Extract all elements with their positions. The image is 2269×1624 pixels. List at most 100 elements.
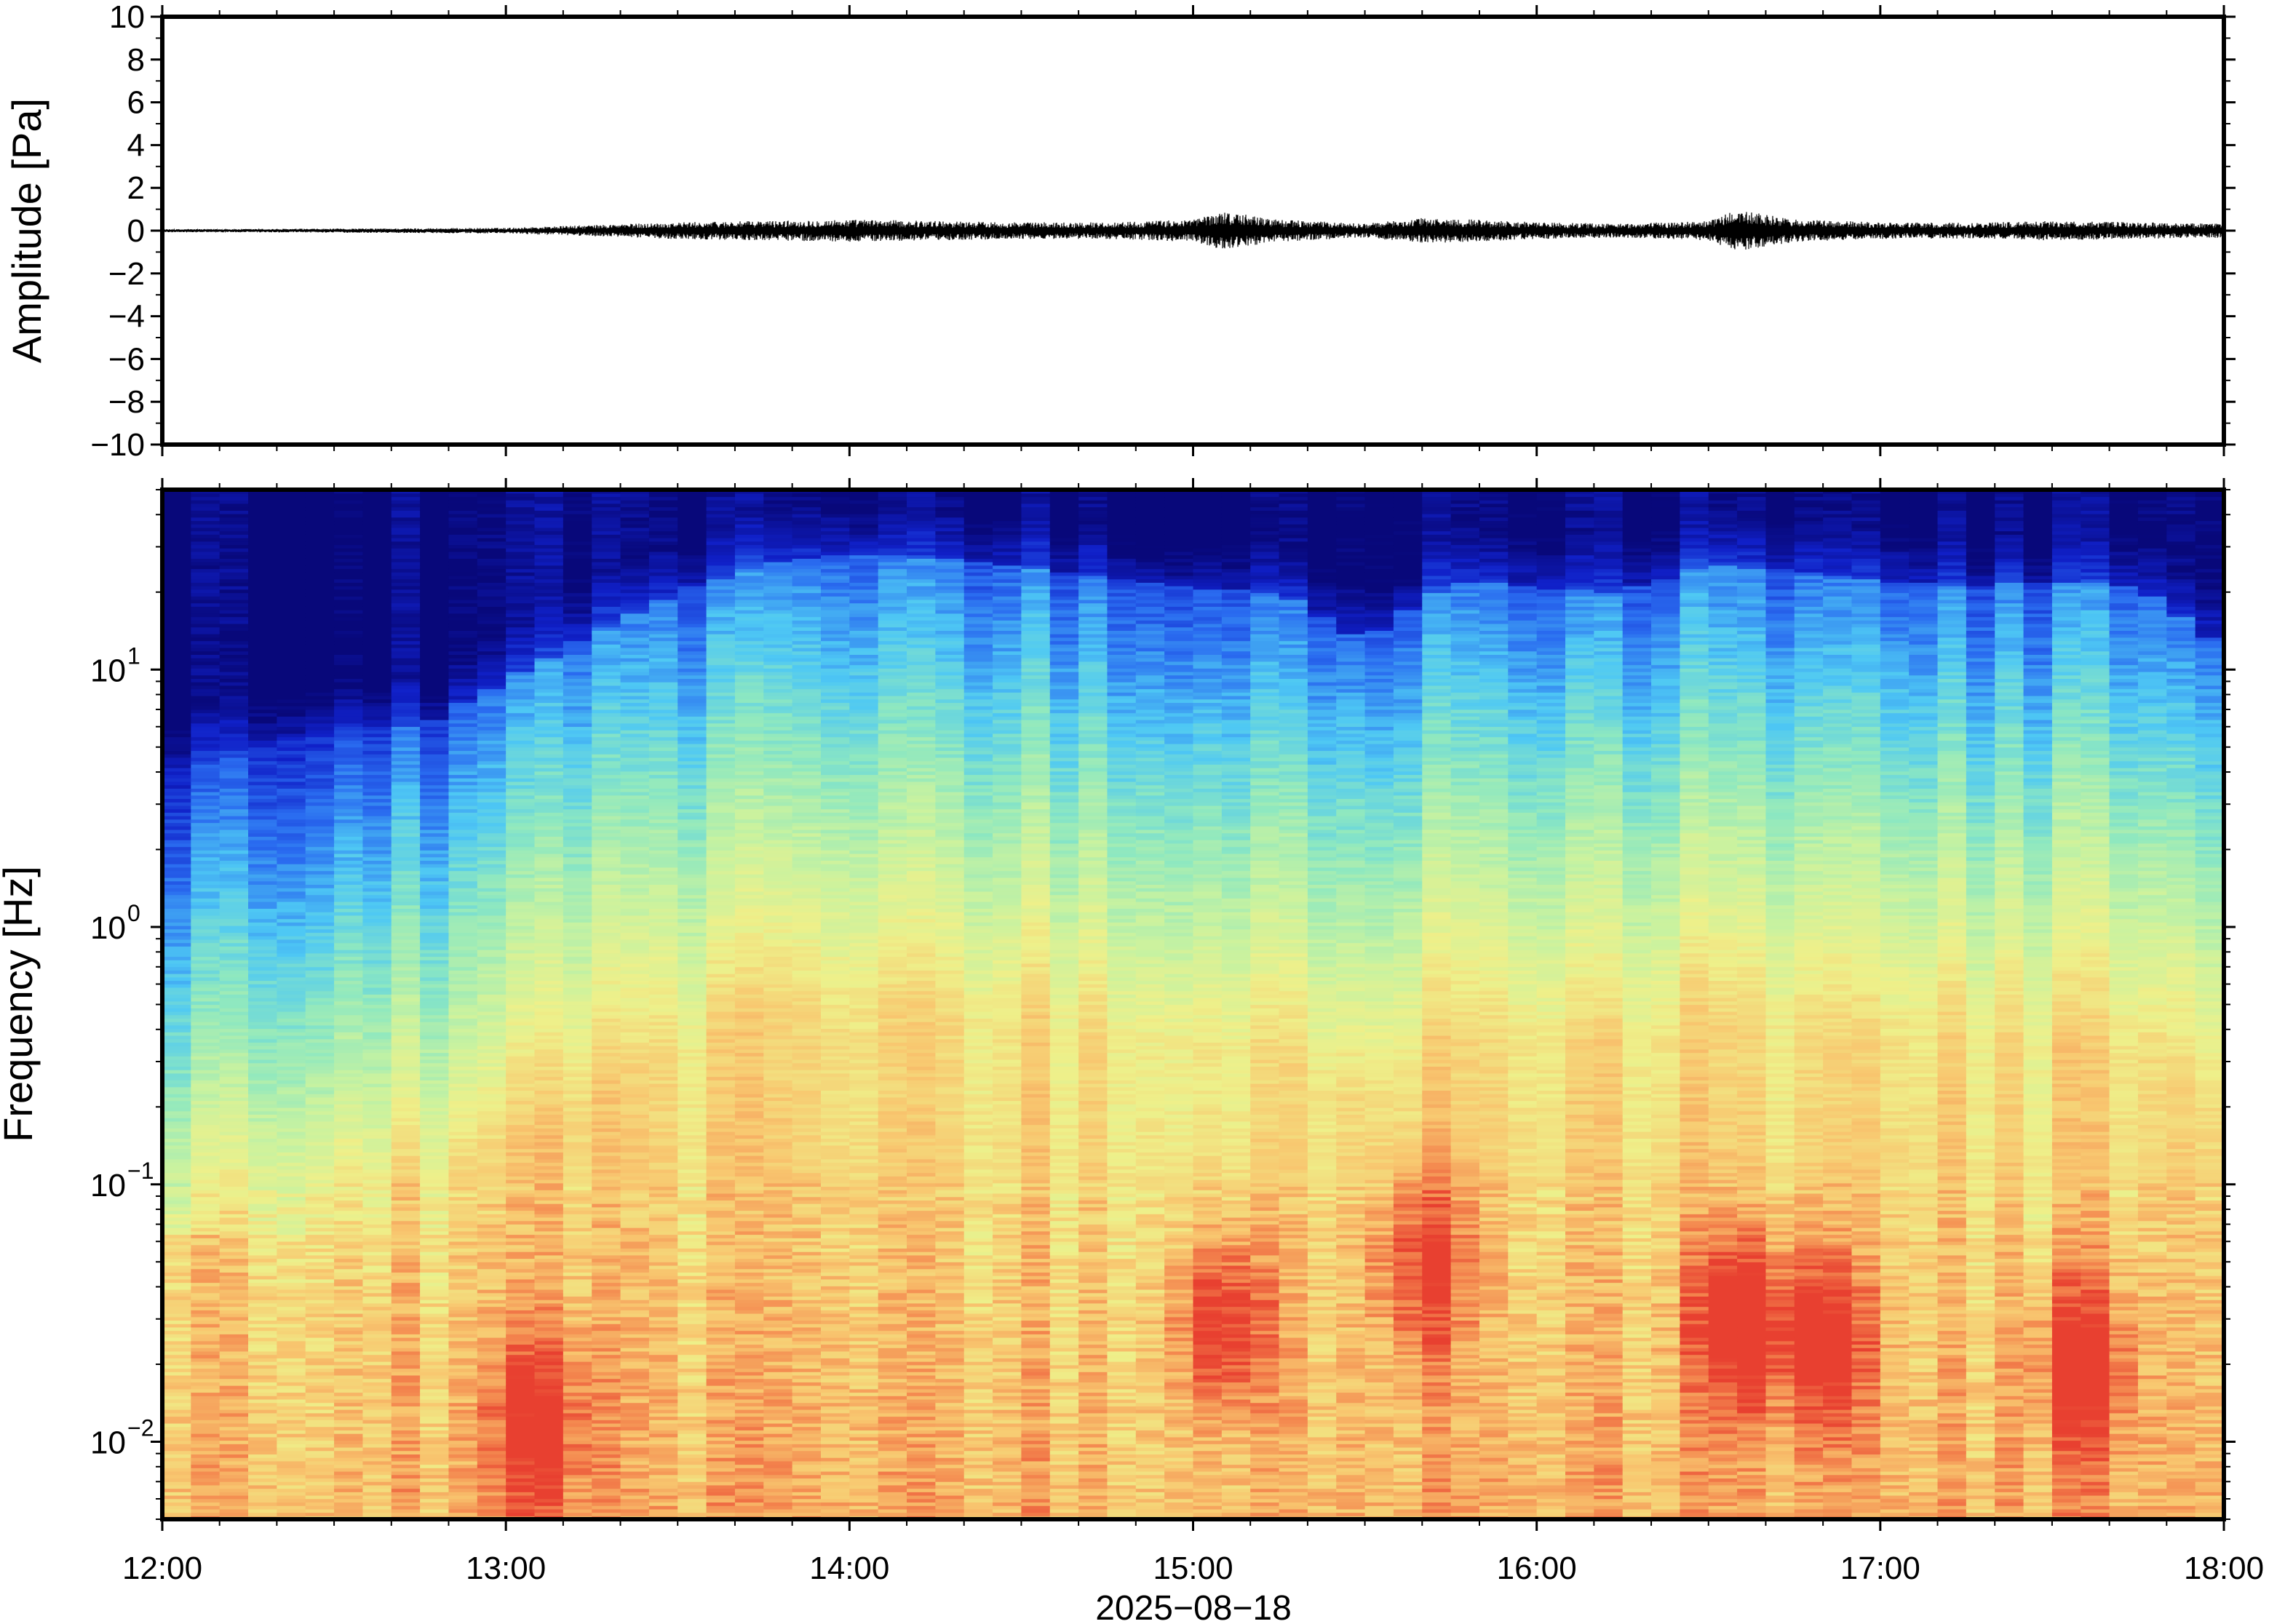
- spectrogram-cell: [334, 1080, 364, 1084]
- spectrogram-cell: [391, 1042, 421, 1046]
- spectrogram-cell: [362, 950, 392, 954]
- spectrogram-cell: [448, 702, 478, 706]
- spectrogram-cell: [420, 696, 450, 700]
- spectrogram-cell: [592, 1450, 621, 1454]
- spectrogram-cell: [191, 634, 220, 638]
- spectrogram-cell: [534, 644, 564, 648]
- spectrogram-cell: [219, 812, 249, 816]
- spectrogram-cell: [506, 1052, 536, 1056]
- spectrogram-cell: [563, 524, 592, 528]
- spectrogram-cell: [305, 554, 335, 559]
- spectrogram-cell: [420, 1128, 450, 1132]
- spectrogram-cell: [477, 1008, 506, 1012]
- spectrogram-cell: [506, 1014, 536, 1019]
- spectrogram-cell: [191, 754, 220, 758]
- spectrogram-cell: [563, 682, 592, 686]
- spectrogram-cell: [305, 664, 335, 669]
- spectrogram-cell: [362, 661, 392, 666]
- spectrogram-cell: [162, 1238, 191, 1242]
- spectrogram-cell: [563, 1464, 592, 1468]
- spectrogram-cell: [219, 757, 249, 762]
- spectrogram-cell: [448, 1361, 478, 1366]
- spectrogram-cell: [162, 1186, 191, 1190]
- spectrogram-cell: [563, 1478, 592, 1482]
- spectrogram-cell: [362, 952, 392, 958]
- spectrogram-cell: [534, 832, 564, 837]
- spectrogram-cell: [420, 1118, 450, 1122]
- spectrogram-cell: [592, 750, 621, 755]
- spectrogram-cell: [420, 932, 450, 936]
- spectrogram-cell: [563, 808, 592, 813]
- spectrogram-cell: [162, 1361, 191, 1366]
- spectrogram-cell: [563, 1286, 592, 1290]
- spectrogram-cell: [534, 613, 564, 618]
- spectrogram-cell: [563, 1196, 592, 1201]
- spectrogram-cell: [191, 1382, 220, 1386]
- spectrogram-cell: [362, 870, 392, 875]
- spectrogram-cell: [305, 1128, 335, 1132]
- spectrogram-cell: [391, 846, 421, 851]
- spectrogram-cell: [506, 798, 536, 803]
- spectrogram-cell: [534, 682, 564, 686]
- spectrogram-cell: [592, 538, 621, 542]
- spectrogram-cell: [477, 599, 506, 604]
- spectrogram-cell: [563, 1402, 592, 1406]
- spectrogram-cell: [563, 1454, 592, 1458]
- spectrogram-cell: [191, 894, 220, 899]
- spectrogram-cell: [162, 884, 191, 888]
- spectrogram-cell: [448, 1282, 478, 1286]
- spectrogram-cell: [391, 500, 421, 504]
- spectrogram-cell: [277, 1337, 306, 1342]
- spectrogram-cell: [563, 1409, 592, 1414]
- spectrogram-cell: [391, 1076, 421, 1080]
- spectrogram-cell: [420, 894, 450, 899]
- spectrogram-cell: [362, 1512, 392, 1516]
- spectrogram-cell: [305, 500, 335, 504]
- spectrogram-cell: [448, 630, 478, 634]
- spectrogram-cell: [191, 726, 220, 731]
- spectrogram-cell: [534, 1492, 564, 1496]
- spectrogram-cell: [563, 647, 592, 652]
- spectrogram-cell: [477, 898, 506, 902]
- spectrogram-cell: [448, 1378, 478, 1382]
- spectrogram-cell: [477, 867, 506, 872]
- spectrogram-cell: [191, 836, 220, 840]
- spectrogram-cell: [391, 963, 421, 968]
- spectrogram-cell: [219, 856, 249, 861]
- spectrogram-cell: [334, 1000, 364, 1006]
- spectrogram-cell: [420, 740, 450, 744]
- spectrogram-cell: [448, 1272, 478, 1276]
- spectrogram-cell: [391, 1004, 421, 1008]
- spectrogram-cell: [305, 912, 335, 916]
- spectrogram-cell: [362, 998, 392, 1002]
- spectrogram-cell: [277, 976, 306, 982]
- spectrogram-cell: [162, 1254, 191, 1259]
- spectrogram-cell: [334, 650, 364, 655]
- spectrogram-cell: [305, 674, 335, 680]
- spectrogram-cell: [219, 1166, 249, 1170]
- spectrogram-cell: [191, 1350, 220, 1356]
- spectrogram-cell: [334, 685, 364, 690]
- spectrogram-cell: [305, 1083, 335, 1088]
- spectrogram-cell: [219, 548, 249, 552]
- spectrogram-cell: [305, 1024, 335, 1030]
- spectrogram-cell: [162, 928, 191, 934]
- spectrogram-cell: [534, 822, 564, 827]
- spectrogram-cell: [191, 1457, 220, 1462]
- spectrogram-cell: [448, 1498, 478, 1503]
- spectrogram-cell: [563, 884, 592, 888]
- spectrogram-cell: [334, 1444, 364, 1448]
- spectrogram-cell: [334, 503, 364, 508]
- spectrogram-cell: [448, 582, 478, 586]
- spectrogram-cell: [448, 874, 478, 878]
- spectrogram-cell: [448, 1416, 478, 1420]
- spectrogram-cell: [277, 500, 306, 504]
- spectrogram-cell: [219, 716, 249, 720]
- spectrogram-cell: [506, 1409, 536, 1414]
- spectrogram-cell: [305, 1460, 335, 1465]
- spectrogram-cell: [277, 771, 306, 776]
- spectrogram-cell: [362, 554, 392, 559]
- spectrogram-cell: [477, 650, 506, 655]
- spectrogram-cell: [219, 888, 249, 892]
